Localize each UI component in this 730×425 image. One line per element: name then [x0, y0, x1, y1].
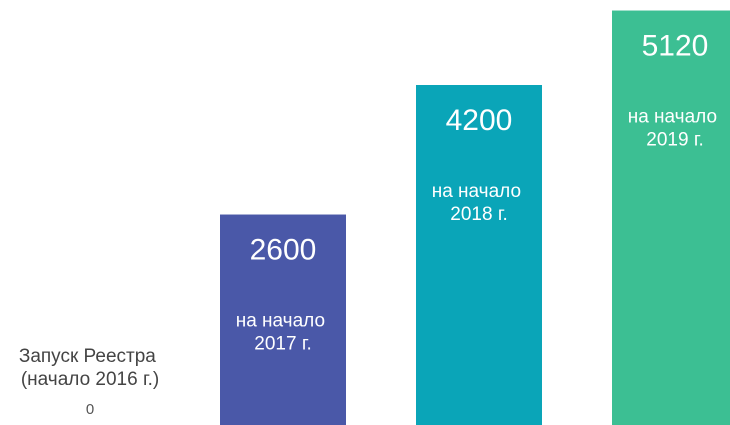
value-label: 5120 [642, 29, 709, 62]
category-label: Запуск Реестра (начало 2016 г.) [19, 346, 161, 390]
category-label: на начало 2019 г. [628, 107, 723, 151]
bar [220, 214, 346, 425]
category-label: на начало 2017 г. [236, 311, 331, 355]
value-label: 2600 [250, 233, 317, 266]
bar [612, 10, 730, 425]
value-label: 0 [86, 401, 94, 418]
category-label: на начало 2018 г. [432, 181, 527, 225]
value-label: 4200 [446, 104, 513, 137]
bar [416, 85, 542, 425]
